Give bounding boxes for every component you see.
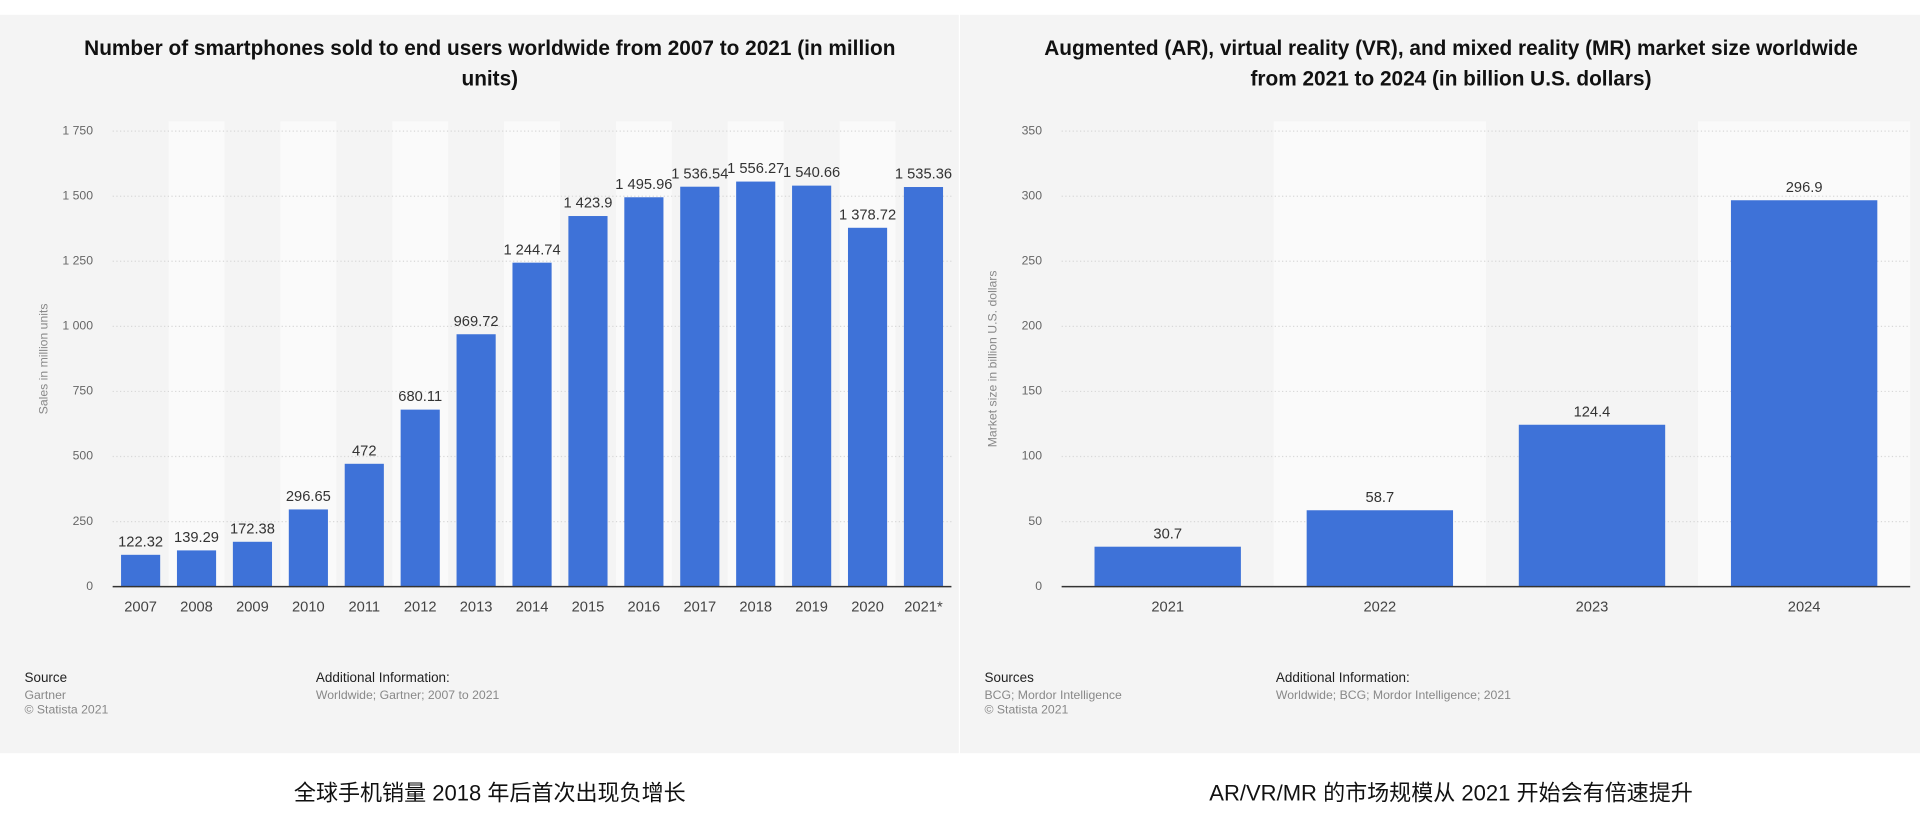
y-tick-label: 300 [1022,188,1043,202]
band-stripe [280,121,337,587]
y-axis-label: Sales in million units [36,303,50,414]
y-tick-label: 100 [1022,449,1043,463]
y-tick-label: 1 000 [62,319,93,333]
x-tick-label: 2017 [683,599,716,615]
y-tick-label: 1 750 [62,123,93,137]
value-label: 1 536.54 [671,166,728,182]
value-label: 472 [352,443,377,459]
value-label: 1 423.9 [563,196,612,212]
info-heading: Additional Information: [316,670,450,685]
info: Worldwide; Gartner; 2007 to 2021 [316,688,500,702]
bar [344,463,384,587]
chart-title: Number of smartphones sold to end users … [84,37,895,91]
x-tick-label: 2019 [795,599,828,615]
title-line: from 2021 to 2024 (in billion U.S. dolla… [1251,67,1652,90]
value-label: 1 244.74 [503,242,560,258]
x-tick-label: 2007 [124,599,157,615]
bar [288,509,328,587]
y-tick-label: 0 [1035,579,1042,593]
y-tick-label: 150 [1022,384,1043,398]
x-tick-label: 2010 [292,599,325,615]
bar [847,227,888,587]
copyright: © Statista 2021 [24,703,108,717]
value-label: 139.29 [174,530,219,546]
info: Worldwide; BCG; Mordor Intelligence; 202… [1276,688,1511,702]
bar [456,334,496,587]
chart-title: Augmented (AR), virtual reality (VR), an… [1044,37,1858,91]
value-label: 172.38 [230,521,275,537]
caption: 全球手机销量 2018 年后首次出现负增长 [294,781,686,806]
bar [232,541,273,587]
x-tick-label: 2022 [1364,599,1397,615]
y-tick-label: 350 [1022,123,1043,137]
bar [680,186,720,587]
y-axis-label: Market size in billion U.S. dollars [985,270,999,447]
x-tick-label: 2008 [180,599,213,615]
value-label: 969.72 [454,314,499,330]
value-label: 124.4 [1574,404,1611,420]
x-tick-label: 2016 [628,599,661,615]
value-label: 1 540.66 [783,165,840,181]
caption: AR/VR/MR 的市场规模从 2021 开始会有倍速提升 [1209,781,1693,806]
bar [512,262,552,587]
bar [736,181,776,587]
bar [568,216,608,587]
x-tick-label: 2012 [404,599,437,615]
bar [624,197,664,587]
value-label: 680.11 [398,389,442,405]
bar [792,185,832,587]
title-line: Number of smartphones sold to end users … [84,37,895,60]
bar [1306,510,1454,587]
x-tick-label: 2018 [739,599,772,615]
x-tick-label: 2015 [572,599,605,615]
x-tick-label: 2021 [1151,599,1184,615]
y-tick-label: 1 500 [62,188,93,202]
value-label: 1 378.72 [839,207,896,223]
x-tick-label: 2023 [1576,599,1609,615]
source-heading: Source [24,670,67,685]
value-label: 1 535.36 [895,167,952,183]
x-tick-label: 2021* [904,599,943,615]
x-tick-label: 2014 [516,599,549,615]
copyright: © Statista 2021 [984,703,1068,717]
y-tick-label: 1 250 [62,254,93,268]
bar [903,187,944,587]
title-line: Augmented (AR), virtual reality (VR), an… [1044,37,1858,60]
x-tick-label: 2020 [851,599,884,615]
info-heading: Additional Information: [1276,670,1410,685]
value-label: 30.7 [1153,526,1182,542]
y-tick-label: 500 [73,449,94,463]
value-label: 58.7 [1366,490,1395,506]
bar [176,550,217,587]
source: BCG; Mordor Intelligence [984,688,1122,702]
band-stripe [1273,121,1486,587]
value-label: 1 556.27 [727,161,784,177]
y-tick-label: 250 [1022,254,1043,268]
x-tick-label: 2009 [236,599,269,615]
source-heading: Sources [984,670,1034,685]
value-label: 296.65 [286,489,331,505]
x-tick-label: 2013 [460,599,493,615]
bar [1518,424,1666,587]
bar [1730,200,1878,587]
bar [121,554,161,587]
value-label: 122.32 [118,534,163,550]
y-tick-label: 50 [1028,514,1042,528]
source: Gartner [24,688,65,702]
x-tick-label: 2011 [348,599,380,615]
y-tick-label: 0 [86,579,93,593]
bar [400,409,440,587]
y-tick-label: 750 [73,384,94,398]
bar [1094,546,1241,587]
y-tick-label: 250 [73,514,94,528]
y-tick-label: 200 [1022,319,1043,333]
value-label: 296.9 [1786,180,1823,196]
x-tick-label: 2024 [1788,599,1821,615]
band-stripe [168,121,225,587]
title-line: units) [461,67,518,90]
value-label: 1 495.96 [615,177,672,193]
